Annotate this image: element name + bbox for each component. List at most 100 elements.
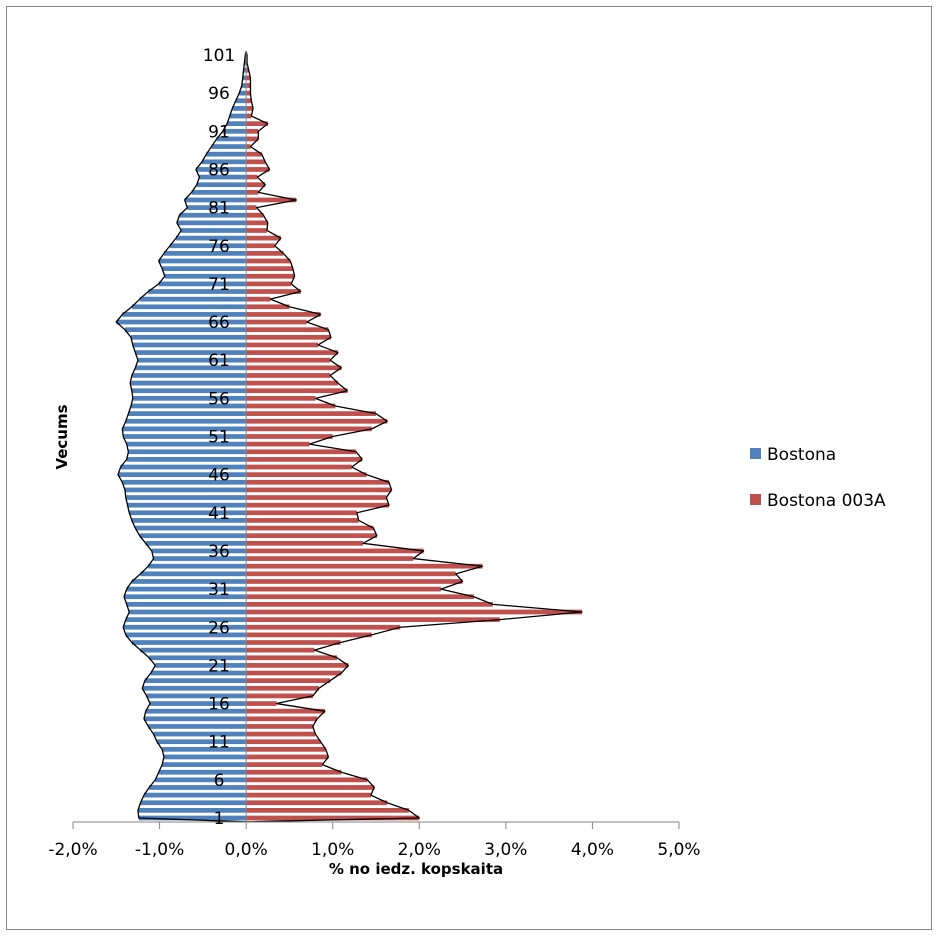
- bar-bostona-16: [150, 701, 247, 706]
- bar-bostona-003a-71: [246, 281, 292, 287]
- bar-bostona-003a-1: [246, 815, 420, 821]
- bar-bostona-003a-27: [246, 617, 500, 622]
- x-tick-label: 3,0%: [484, 840, 527, 860]
- bar-bostona-003a-61: [246, 357, 331, 363]
- bar-bostona-59: [131, 373, 247, 378]
- bar-bostona-003a-37: [246, 540, 364, 546]
- bar-bostona-003a-17: [246, 693, 313, 699]
- legend: Bostona Bostona 003A: [750, 445, 886, 511]
- bar-bostona-55: [131, 403, 247, 409]
- bar-bostona-003a-58: [246, 380, 338, 386]
- bar-bostona-003a-59: [246, 373, 331, 378]
- y-tick-label: 56: [208, 389, 230, 409]
- bar-bostona-003a-53: [246, 418, 388, 424]
- bar-bostona-003a-80: [246, 212, 264, 218]
- bar-bostona-003a-70: [246, 289, 301, 294]
- bar-bostona-60: [135, 365, 247, 371]
- bar-bostona-65: [124, 327, 247, 333]
- bar-bostona-32: [131, 579, 247, 584]
- bar-bostona-003a-24: [246, 640, 341, 645]
- bar-bostona-003a-63: [246, 342, 318, 348]
- bar-bostona-15: [145, 708, 247, 714]
- x-tick-label: 5,0%: [657, 840, 700, 860]
- bar-bostona-80: [179, 212, 247, 218]
- y-tick-label: 81: [208, 199, 230, 219]
- bar-bostona-3: [140, 800, 247, 806]
- bar-bostona-75: [163, 251, 247, 256]
- bar-bostona-8: [162, 762, 247, 767]
- bar-bostona-34: [148, 563, 247, 569]
- bar-bostona-003a-68: [246, 304, 290, 310]
- x-axis-title: % no iedz. kopskaita: [329, 860, 503, 878]
- bar-bostona-70: [148, 289, 247, 294]
- bar-bostona-40: [131, 518, 247, 523]
- bar-bostona-003a-96: [246, 90, 251, 96]
- bar-bostona-003a-35: [246, 556, 414, 561]
- bar-bostona-21: [155, 663, 247, 668]
- bar-bostona-35: [153, 556, 247, 561]
- bar-bostona-69: [139, 296, 247, 302]
- bar-bostona-003a-56: [246, 395, 316, 401]
- bar-bostona-27: [125, 617, 247, 622]
- bar-bostona-6: [155, 777, 247, 783]
- bar-bostona-52: [122, 426, 247, 432]
- bar-bostona-003a-78: [246, 228, 267, 233]
- bar-bostona-44: [124, 487, 247, 493]
- bar-bostona-82: [184, 197, 247, 203]
- bar-bostona-51: [123, 434, 247, 439]
- bar-bostona-003a-29: [246, 601, 493, 607]
- bar-bostona-003a-39: [246, 525, 374, 531]
- bar-bostona-26: [123, 624, 247, 630]
- bar-bostona-24: [131, 640, 247, 645]
- bar-bostona-003a-90: [246, 136, 259, 142]
- bar-bostona-003a-73: [246, 266, 293, 272]
- bar-bostona-003a-38: [246, 533, 377, 539]
- bar-bostona-61: [137, 357, 247, 363]
- bar-bostona-003a-8: [246, 762, 323, 767]
- y-tick-label: 46: [208, 466, 230, 486]
- bar-bostona-003a-62: [246, 350, 338, 355]
- bar-bostona-17: [146, 693, 247, 699]
- legend-swatch-bostona-003a: [750, 494, 761, 505]
- bar-bostona-63: [132, 342, 247, 348]
- bar-bostona-003a-66: [246, 319, 307, 325]
- bar-bostona-22: [149, 655, 247, 661]
- bar-bostona-003a-43: [246, 495, 387, 500]
- bar-bostona-003a-99: [246, 67, 249, 73]
- bar-bostona-003a-82: [246, 197, 297, 203]
- bar-bostona-14: [143, 716, 247, 722]
- bar-bostona-003a-87: [246, 159, 266, 165]
- bar-bostona-33: [140, 571, 247, 577]
- bar-bostona-12: [153, 731, 247, 737]
- bar-bostona-003a-51: [246, 434, 333, 439]
- bar-bostona-003a-9: [246, 754, 329, 760]
- bar-bostona-003a-93: [246, 113, 252, 119]
- bar-bostona-46: [118, 472, 247, 478]
- bar-bostona-003a-98: [246, 75, 251, 81]
- bar-bostona-43: [125, 495, 247, 500]
- bar-bostona-003a-5: [246, 785, 375, 790]
- bar-bostona-003a-36: [246, 548, 424, 554]
- bar-bostona-90: [216, 136, 247, 142]
- bar-bostona-003a-60: [246, 365, 342, 371]
- bar-bostona-003a-44: [246, 487, 392, 493]
- y-tick-label: 21: [208, 656, 230, 676]
- bar-bostona-58: [130, 380, 247, 386]
- bar-bostona-56: [132, 395, 247, 401]
- bar-bostona-003a-18: [246, 685, 319, 691]
- population-pyramid-chart: -2,0% -1,0% 0,0% 1,0% 2,0% 3,0% 4,0% 5,0% 16111…: [48, 46, 886, 878]
- bar-bostona-97: [241, 83, 247, 88]
- bar-bostona-85: [199, 174, 247, 180]
- bar-bostona-86: [195, 167, 247, 172]
- bar-bostona-5: [149, 785, 247, 790]
- bar-bostona-71: [158, 281, 247, 287]
- bar-bostona-003a-94: [246, 106, 254, 111]
- bar-bostona-73: [162, 266, 247, 272]
- outline-bostona: [115, 51, 247, 823]
- series-bostona: [116, 52, 247, 821]
- bar-bostona-98: [242, 75, 247, 81]
- outline-bostona-003a: [245, 51, 583, 823]
- x-tick-label: 2,0%: [398, 840, 441, 860]
- bar-bostona-19: [144, 678, 247, 684]
- y-axis: 1611162126313641465156616671768186919610…: [203, 46, 247, 829]
